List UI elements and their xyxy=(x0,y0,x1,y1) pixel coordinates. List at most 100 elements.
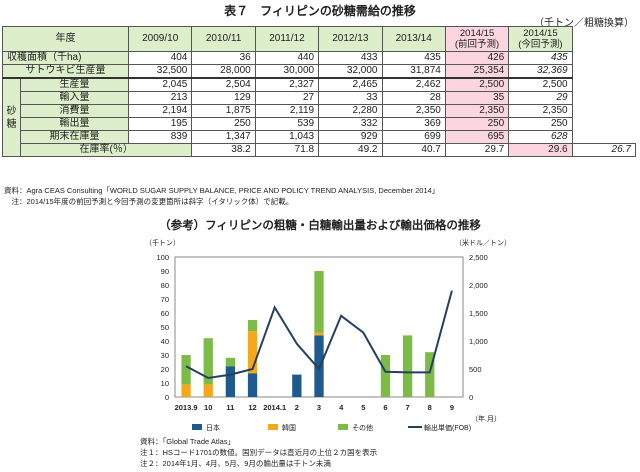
row-label: 輸入量 xyxy=(20,91,129,105)
y-right-tick-label: 500 xyxy=(469,365,482,374)
table-cell: 440 xyxy=(254,51,320,65)
line-export-price xyxy=(185,290,453,379)
row-label: 収穫面積（千ha) xyxy=(2,51,129,65)
table-header-row: 年度 2009/10 2010/11 2011/12 2012/13 2013/… xyxy=(2,26,636,52)
curr-forecast-cell: 32,369 xyxy=(508,64,573,79)
table-cell: 28,000 xyxy=(191,64,256,79)
row-label: 在庫率(％） xyxy=(19,143,193,157)
table-row: 輸出量 195 250 539 332 369 250 250 xyxy=(3,117,636,131)
prev-forecast-note: (前回予測) xyxy=(454,39,500,50)
table-cell: 2,350 xyxy=(381,104,446,118)
y-left-tick-label: 80 xyxy=(161,281,169,290)
bar-korea xyxy=(203,384,213,397)
curr-forecast-cell: 250 xyxy=(508,117,573,131)
table-cell: 433 xyxy=(318,51,383,65)
table-cell: 2,119 xyxy=(254,104,320,118)
table-cell: 28 xyxy=(381,91,446,105)
prev-forecast-cell: 2,350 xyxy=(444,104,510,118)
table-cell: 2,280 xyxy=(318,104,383,118)
curr-forecast-cell: 628 xyxy=(508,130,573,144)
header-label: 年度 xyxy=(2,26,129,52)
table-cell: 2,045 xyxy=(127,77,193,92)
x-tick-label: 8 xyxy=(428,403,432,412)
table-cell: 31,874 xyxy=(381,64,446,79)
curr-forecast-year: 2014/15 xyxy=(523,28,558,39)
x-tick-label: 9 xyxy=(450,403,454,412)
bar-other xyxy=(181,355,191,385)
table-cell: 1,043 xyxy=(254,130,320,144)
table-cell: 49.2 xyxy=(318,143,383,157)
legend-label: 日本 xyxy=(206,423,220,432)
x-tick-label: 4 xyxy=(339,403,344,412)
x-tick-label: 7 xyxy=(406,403,410,412)
group-label: 砂糖 xyxy=(2,77,21,157)
y-left-tick-label: 0 xyxy=(165,393,169,402)
table-cell: 129 xyxy=(191,91,256,105)
legend-label: その他 xyxy=(352,423,373,432)
chart-title: （参考）フィリピンの粗糖・白糖輸出量および輸出価格の推移 xyxy=(159,218,481,232)
curr-forecast-cell: 26.7 xyxy=(571,143,637,157)
bar-other xyxy=(314,271,324,333)
table-cell: 30,000 xyxy=(254,64,320,79)
bar-korea xyxy=(247,331,258,374)
table-cell: 32,000 xyxy=(318,64,383,79)
y-left-tick-label: 20 xyxy=(161,365,169,374)
table-cell: 2,462 xyxy=(381,77,446,92)
table-cell: 27 xyxy=(254,91,320,105)
header-year: 2012/13 xyxy=(318,26,383,52)
prev-forecast-cell: 35 xyxy=(444,91,510,105)
prev-forecast-cell: 2,500 xyxy=(444,77,510,92)
y-right-tick-label: 2,000 xyxy=(469,281,488,290)
chart-source: 資料：「Global Trade Atlas」 xyxy=(140,437,236,446)
y-left-tick-label: 90 xyxy=(161,267,169,276)
y-left-tick-label: 10 xyxy=(161,379,169,388)
y-right-tick-label: 0 xyxy=(469,393,473,402)
row-label: サトウキビ生産量 xyxy=(2,64,129,79)
row-label: 輸出量 xyxy=(20,117,129,131)
y-left-tick-label: 60 xyxy=(161,309,169,318)
row-label: 期末在庫量 xyxy=(20,130,129,144)
header-curr-forecast: 2014/15 (今回予測) xyxy=(508,26,573,52)
prev-forecast-cell: 250 xyxy=(444,117,510,131)
table-cell: 2,504 xyxy=(191,77,256,92)
prev-forecast-year: 2014/15 xyxy=(459,28,495,39)
y-left-tick-label: 40 xyxy=(161,337,169,346)
table-cell: 2,327 xyxy=(254,77,320,92)
table-cell: 36 xyxy=(191,51,256,65)
header-year: 2009/10 xyxy=(127,26,193,52)
y-right-tick-label: 1,000 xyxy=(469,337,488,346)
bar-japan xyxy=(247,373,258,397)
prev-forecast-cell: 29.6 xyxy=(508,143,573,157)
bar-other xyxy=(225,357,236,367)
bar-other xyxy=(247,320,258,332)
x-tick-label: 6 xyxy=(383,403,387,412)
table-cell: 699 xyxy=(381,130,446,144)
chart-note-1: 注１：HSコード1701の数値。国別データは直近月の上位２カ国を表示 xyxy=(140,448,378,457)
table-row: 期末在庫量 839 1,347 1,043 929 699 695 628 xyxy=(3,130,636,144)
bar-korea xyxy=(314,332,324,336)
table-cell: 250 xyxy=(191,117,256,131)
bar-other xyxy=(425,352,435,397)
chart-note-2: 注２：2014年1月、4月、5月、9月の輸出量は千トン未満 xyxy=(140,459,331,468)
table-title: 表７ フィリピンの砂糖需給の推移 xyxy=(224,4,416,18)
header-year: 2013/14 xyxy=(381,26,446,52)
curr-forecast-cell: 435 xyxy=(508,51,573,65)
bar-other xyxy=(380,355,391,397)
table-cell: 332 xyxy=(318,117,383,131)
table-cell: 40.7 xyxy=(381,143,446,157)
group-label-text: 砂糖 xyxy=(6,105,17,130)
table-cell: 71.8 xyxy=(254,143,320,157)
y-left-tick-label: 30 xyxy=(161,351,169,360)
table-row: 在庫率(％） 38.2 71.8 49.2 40.7 29.7 29.6 26.7 xyxy=(3,143,637,157)
table-row: 砂糖 生産量 2,045 2,504 2,327 2,465 2,462 2,500 2,500 xyxy=(2,77,636,157)
bar-japan xyxy=(292,374,302,397)
x-axis-label: （年.月） xyxy=(471,414,501,423)
table-cell: 404 xyxy=(127,51,193,65)
table-cell: 839 xyxy=(127,130,193,144)
table-row: 消費量 2,194 1,875 2,119 2,280 2,350 2,350 2,350 xyxy=(3,104,636,118)
x-tick-label: 12 xyxy=(248,403,256,412)
bar-japan xyxy=(314,335,324,397)
y-left-tick-label: 50 xyxy=(161,323,169,332)
legend-swatch xyxy=(192,424,202,430)
legend-label: 韓国 xyxy=(282,423,296,432)
